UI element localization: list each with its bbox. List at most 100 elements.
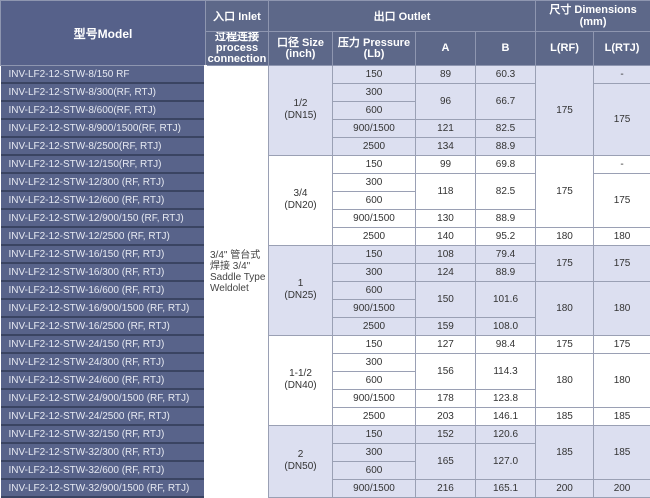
a-cell: 130 <box>416 209 476 227</box>
b-cell: 101.6 <box>476 281 536 317</box>
a-cell: 108 <box>416 245 476 263</box>
pressure-cell: 900/1500 <box>333 299 416 317</box>
pressure-cell: 600 <box>333 191 416 209</box>
l-rtj-cell: 185 <box>594 407 650 425</box>
a-cell: 152 <box>416 425 476 443</box>
b-cell: 123.8 <box>476 389 536 407</box>
table-row: INV-LF2-12-STW-32/150 (RF, RTJ)2(DN50)15… <box>1 425 650 443</box>
a-cell: 216 <box>416 479 476 497</box>
model-cell: INV-LF2-12-STW-32/600 (RF, RTJ) <box>1 461 206 479</box>
a-cell: 140 <box>416 227 476 245</box>
pressure-cell: 900/1500 <box>333 389 416 407</box>
model-cell: INV-LF2-12-STW-12/2500 (RF, RTJ) <box>1 227 206 245</box>
size-cell: 3/4(DN20) <box>269 155 333 245</box>
pressure-cell: 150 <box>333 425 416 443</box>
l-rf-cell: 200 <box>536 479 594 497</box>
pressure-cell: 600 <box>333 101 416 119</box>
size-text: (DN40) <box>269 380 332 392</box>
l-rtj-cell: - <box>594 155 650 173</box>
size-cell: 1-1/2(DN40) <box>269 335 333 425</box>
l-rtj-cell: 175 <box>594 335 650 353</box>
b-cell: 114.3 <box>476 353 536 389</box>
size-cell: 1/2(DN15) <box>269 66 333 156</box>
model-cell: INV-LF2-12-STW-32/150 (RF, RTJ) <box>1 425 206 443</box>
size-cell: 2(DN50) <box>269 425 333 497</box>
header-pressure: 压力 Pressure (Lb) <box>333 32 416 66</box>
pressure-cell: 2500 <box>333 407 416 425</box>
pressure-cell: 900/1500 <box>333 209 416 227</box>
pressure-cell: 150 <box>333 245 416 263</box>
model-cell: INV-LF2-12-STW-8/600(RF, RTJ) <box>1 101 206 119</box>
l-rtj-cell: 180 <box>594 353 650 407</box>
pressure-cell: 2500 <box>333 137 416 155</box>
l-rf-cell: 180 <box>536 353 594 407</box>
size-text: (DN25) <box>269 290 332 302</box>
size-text: (DN15) <box>269 110 332 122</box>
b-cell: 108.0 <box>476 317 536 335</box>
header-process-connection: 过程连接 process connection <box>206 32 269 66</box>
a-cell: 159 <box>416 317 476 335</box>
model-cell: INV-LF2-12-STW-12/300 (RF, RTJ) <box>1 173 206 191</box>
l-rf-cell: 175 <box>536 66 594 156</box>
b-cell: 88.9 <box>476 209 536 227</box>
model-cell: INV-LF2-12-STW-8/2500(RF, RTJ) <box>1 137 206 155</box>
b-cell: 165.1 <box>476 479 536 497</box>
model-cell: INV-LF2-12-STW-24/150 (RF, RTJ) <box>1 335 206 353</box>
model-cell: INV-LF2-12-STW-16/150 (RF, RTJ) <box>1 245 206 263</box>
a-cell: 127 <box>416 335 476 353</box>
size-text: (DN50) <box>269 461 332 473</box>
l-rf-cell: 175 <box>536 155 594 227</box>
size-text: 2 <box>269 449 332 461</box>
header-inlet: 入口 Inlet <box>206 1 269 32</box>
b-cell: 60.3 <box>476 66 536 84</box>
size-text: 1 <box>269 278 332 290</box>
model-cell: INV-LF2-12-STW-12/600 (RF, RTJ) <box>1 191 206 209</box>
pressure-cell: 2500 <box>333 227 416 245</box>
model-cell: INV-LF2-12-STW-24/600 (RF, RTJ) <box>1 371 206 389</box>
pressure-cell: 150 <box>333 335 416 353</box>
model-cell: INV-LF2-12-STW-24/2500 (RF, RTJ) <box>1 407 206 425</box>
l-rf-cell: 175 <box>536 335 594 353</box>
l-rf-cell: 175 <box>536 245 594 281</box>
header-l-rf: L(RF) <box>536 32 594 66</box>
l-rf-cell: 185 <box>536 425 594 479</box>
header-dimensions: 尺寸 Dimensions (mm) <box>536 1 650 32</box>
l-rtj-cell: 180 <box>594 281 650 335</box>
model-cell: INV-LF2-12-STW-12/150(RF, RTJ) <box>1 155 206 173</box>
l-rf-cell: 185 <box>536 407 594 425</box>
pressure-cell: 300 <box>333 353 416 371</box>
pressure-cell: 300 <box>333 263 416 281</box>
a-cell: 124 <box>416 263 476 281</box>
a-cell: 165 <box>416 443 476 479</box>
l-rtj-cell: 185 <box>594 425 650 479</box>
pressure-cell: 300 <box>333 443 416 461</box>
size-text: 1/2 <box>269 98 332 110</box>
b-cell: 88.9 <box>476 263 536 281</box>
b-cell: 146.1 <box>476 407 536 425</box>
b-cell: 127.0 <box>476 443 536 479</box>
pressure-cell: 150 <box>333 66 416 84</box>
pressure-cell: 150 <box>333 155 416 173</box>
model-cell: INV-LF2-12-STW-24/900/1500 (RF, RTJ) <box>1 389 206 407</box>
b-cell: 66.7 <box>476 83 536 119</box>
a-cell: 89 <box>416 66 476 84</box>
header-size: 口径 Size (inch) <box>269 32 333 66</box>
pressure-cell: 300 <box>333 173 416 191</box>
pressure-cell: 2500 <box>333 317 416 335</box>
size-text: 1-1/2 <box>269 368 332 380</box>
pressure-cell: 900/1500 <box>333 119 416 137</box>
header-b: B <box>476 32 536 66</box>
model-cell: INV-LF2-12-STW-32/300 (RF, RTJ) <box>1 443 206 461</box>
model-cell: INV-LF2-12-STW-32/900/1500 (RF, RTJ) <box>1 479 206 497</box>
b-cell: 95.2 <box>476 227 536 245</box>
a-cell: 121 <box>416 119 476 137</box>
model-cell: INV-LF2-12-STW-24/300 (RF, RTJ) <box>1 353 206 371</box>
l-rtj-cell: 200 <box>594 479 650 497</box>
b-cell: 82.5 <box>476 119 536 137</box>
header-outlet: 出口 Outlet <box>269 1 536 32</box>
model-cell: INV-LF2-12-STW-16/900/1500 (RF, RTJ) <box>1 299 206 317</box>
a-cell: 118 <box>416 173 476 209</box>
l-rtj-cell: 180 <box>594 227 650 245</box>
